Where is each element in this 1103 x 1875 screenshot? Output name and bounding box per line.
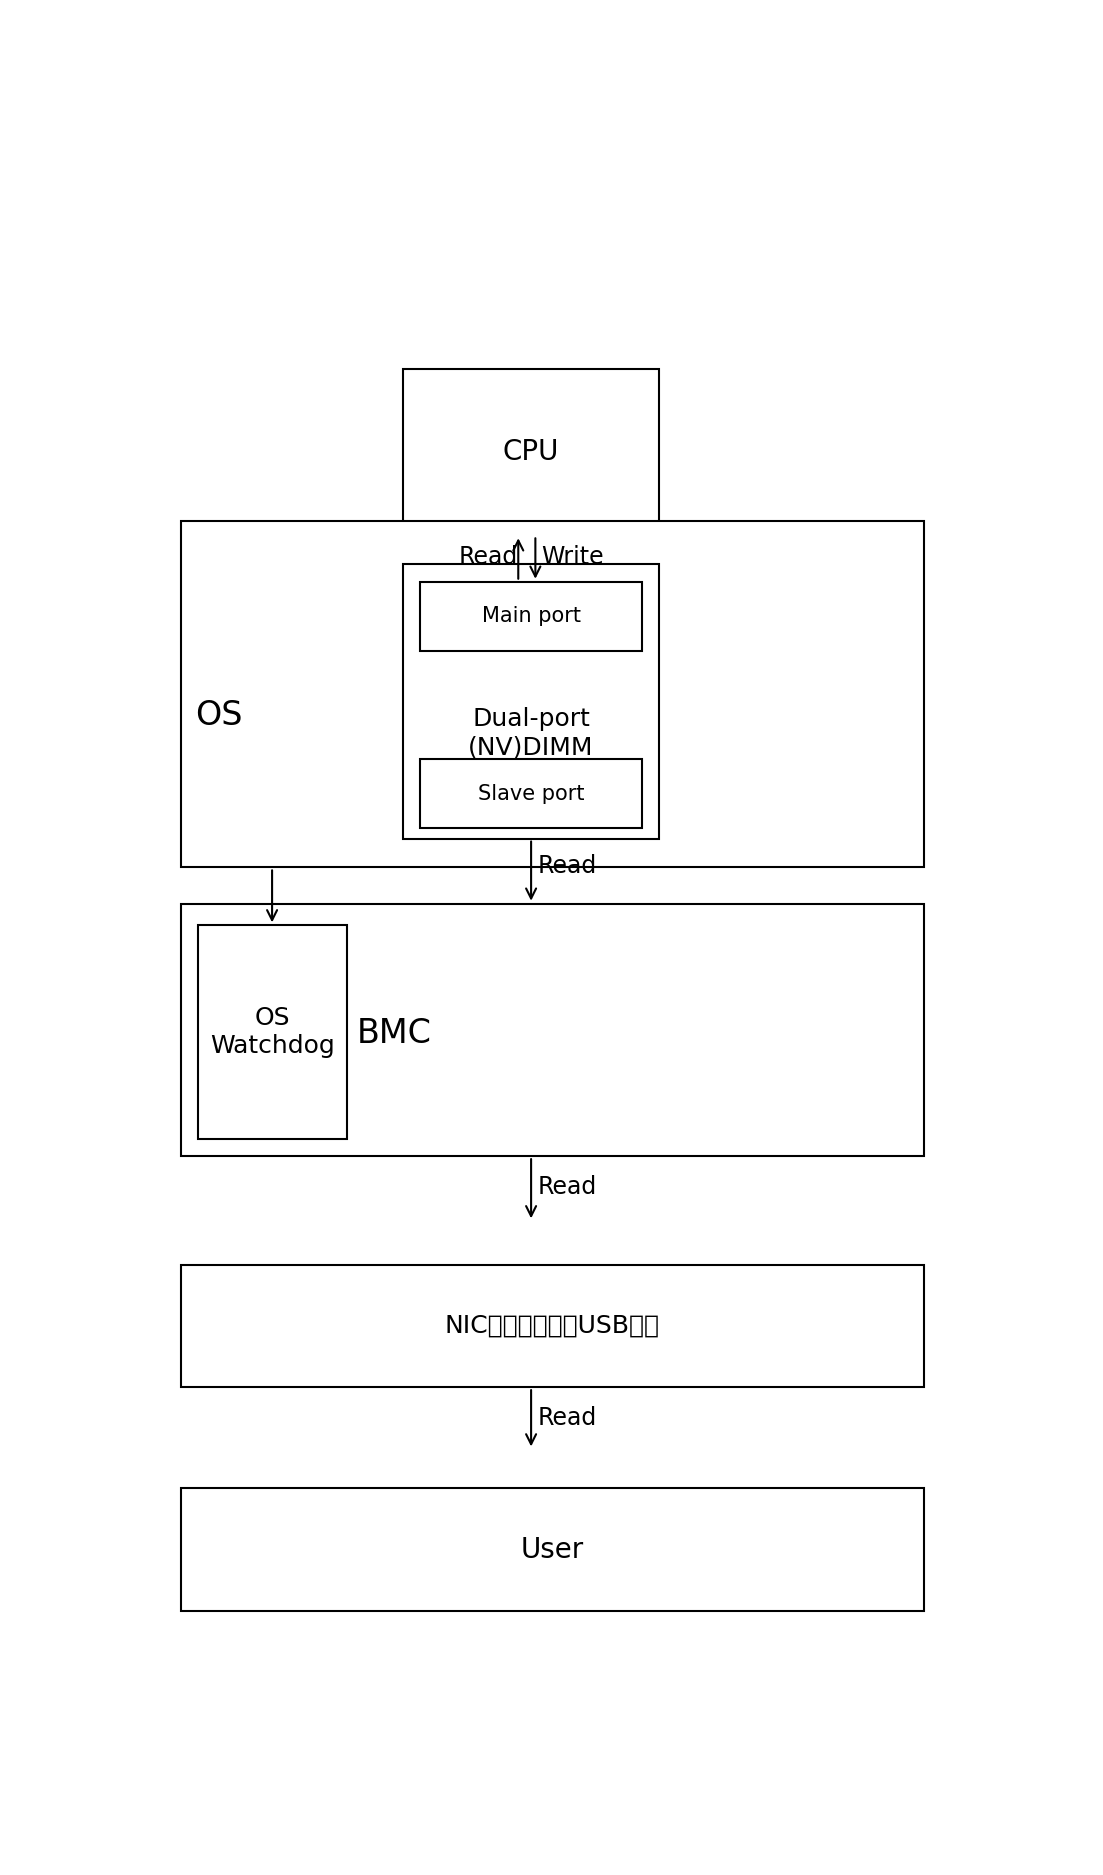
Bar [403,564,660,838]
Text: Read: Read [459,546,517,570]
Text: Slave port: Slave port [478,784,585,804]
Text: Main port: Main port [482,606,580,626]
Text: Read: Read [538,853,597,878]
Text: Read: Read [538,1174,597,1198]
Text: BMC: BMC [357,1016,431,1050]
Bar [420,581,642,651]
Text: Dual-port
(NV)DIMM: Dual-port (NV)DIMM [469,707,593,759]
Bar [181,904,924,1157]
Bar [197,924,347,1138]
Text: OS: OS [195,699,243,733]
Bar [403,369,660,536]
Bar [181,1264,924,1388]
Text: Read: Read [538,1406,597,1429]
Bar [420,759,642,829]
Text: NIC网口、串口、USB接口: NIC网口、串口、USB接口 [445,1314,660,1339]
Text: Write: Write [542,546,604,570]
Text: User: User [521,1536,585,1564]
Bar [181,521,924,868]
Bar [181,1489,924,1611]
Text: CPU: CPU [503,437,559,465]
Text: OS
Watchdog: OS Watchdog [210,1007,334,1058]
